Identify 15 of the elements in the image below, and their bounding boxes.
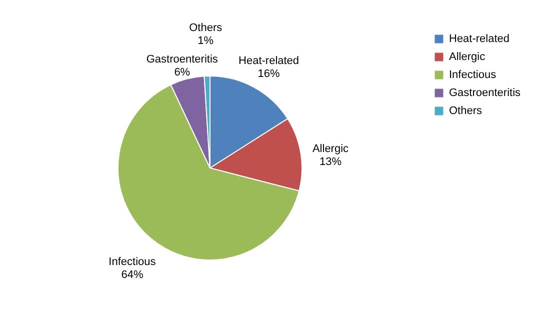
legend-label: Allergic bbox=[449, 51, 486, 63]
data-label: 64% bbox=[121, 269, 144, 282]
slice-label: Others bbox=[189, 22, 223, 34]
data-label: 1% bbox=[198, 35, 214, 48]
slice-label: Infectious bbox=[108, 256, 156, 268]
data-label: 6% bbox=[174, 66, 190, 79]
legend-label: Infectious bbox=[449, 69, 497, 81]
legend-label: Heat-related bbox=[449, 33, 510, 45]
slice-label: Allergic bbox=[312, 142, 350, 155]
data-label: 16% bbox=[258, 68, 280, 80]
legend-label: Others bbox=[449, 105, 483, 117]
slice-label: Gastroenteritis bbox=[146, 54, 218, 66]
data-label: 13% bbox=[319, 156, 342, 168]
legend-label: Gastroenteritis bbox=[449, 87, 522, 99]
slice-label: Heat-related bbox=[238, 55, 300, 68]
